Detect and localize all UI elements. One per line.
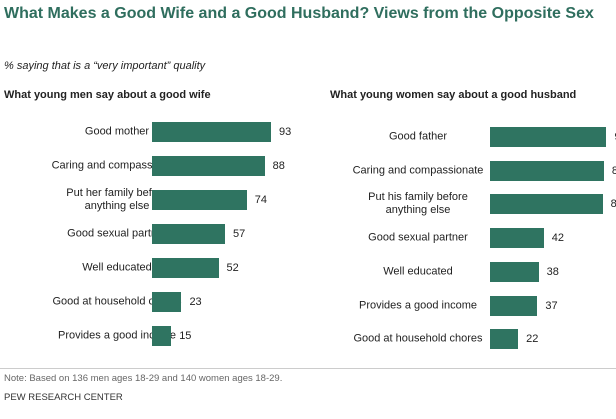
- value-label: 37: [545, 299, 558, 312]
- category-label: Caring and compassionate: [51, 159, 183, 172]
- value-label: 38: [546, 265, 559, 278]
- category-label: Good sexual partner: [67, 227, 167, 240]
- value-label: 93: [279, 126, 292, 138]
- source: PEW RESEARCH CENTER: [4, 392, 123, 403]
- category-label: Put his family before anything else: [368, 191, 468, 217]
- separator: [0, 368, 616, 369]
- category-label: Provides a good income: [358, 299, 477, 311]
- category-label: Good at household chores: [52, 295, 182, 308]
- value-label: 57: [232, 228, 246, 240]
- bar: [490, 261, 539, 282]
- value-label: 88: [272, 160, 285, 172]
- value-label: 42: [551, 232, 564, 245]
- category-label: Good sexual partner: [368, 231, 468, 244]
- bar: [490, 194, 603, 215]
- category-label: Caring and compassionate: [352, 164, 484, 177]
- bar: [152, 122, 272, 142]
- category-label: Well educated: [82, 261, 152, 274]
- bar: [152, 326, 172, 346]
- title: What Makes a Good Wife and a Good Husban…: [4, 5, 594, 22]
- panel-title: What young women say about a good husban…: [330, 89, 577, 101]
- category-label: Provides a good income: [57, 329, 176, 342]
- bar: [490, 228, 544, 249]
- panel-title: What young men say about a good wife: [4, 89, 211, 101]
- subtitle: % saying that is a “very important” qual…: [4, 60, 206, 72]
- value-label: 89: [611, 164, 616, 177]
- value-label: 22: [526, 333, 539, 346]
- value-label: 23: [189, 296, 202, 308]
- bar: [152, 258, 219, 278]
- category-label: Good mother: [84, 125, 150, 138]
- bar: [152, 224, 225, 244]
- note: Note: Based on 136 men ages 18-29 and 14…: [4, 373, 283, 384]
- value-label: 88: [610, 198, 616, 211]
- value-label: 91: [614, 131, 616, 143]
- bar: [152, 190, 247, 210]
- bar: [490, 127, 607, 147]
- bar: [490, 329, 519, 350]
- category-label: Good at household chores: [353, 332, 483, 345]
- category-label: Good father: [388, 130, 448, 143]
- bar: [490, 295, 538, 316]
- category-label: Well educated: [383, 265, 453, 278]
- value-label: 52: [226, 262, 239, 274]
- bar: [152, 156, 265, 176]
- value-label: 15: [179, 330, 192, 342]
- bar: [152, 292, 182, 312]
- value-label: 74: [254, 194, 267, 206]
- bar: [490, 160, 604, 181]
- category-label: Put her family before anything else: [66, 187, 168, 212]
